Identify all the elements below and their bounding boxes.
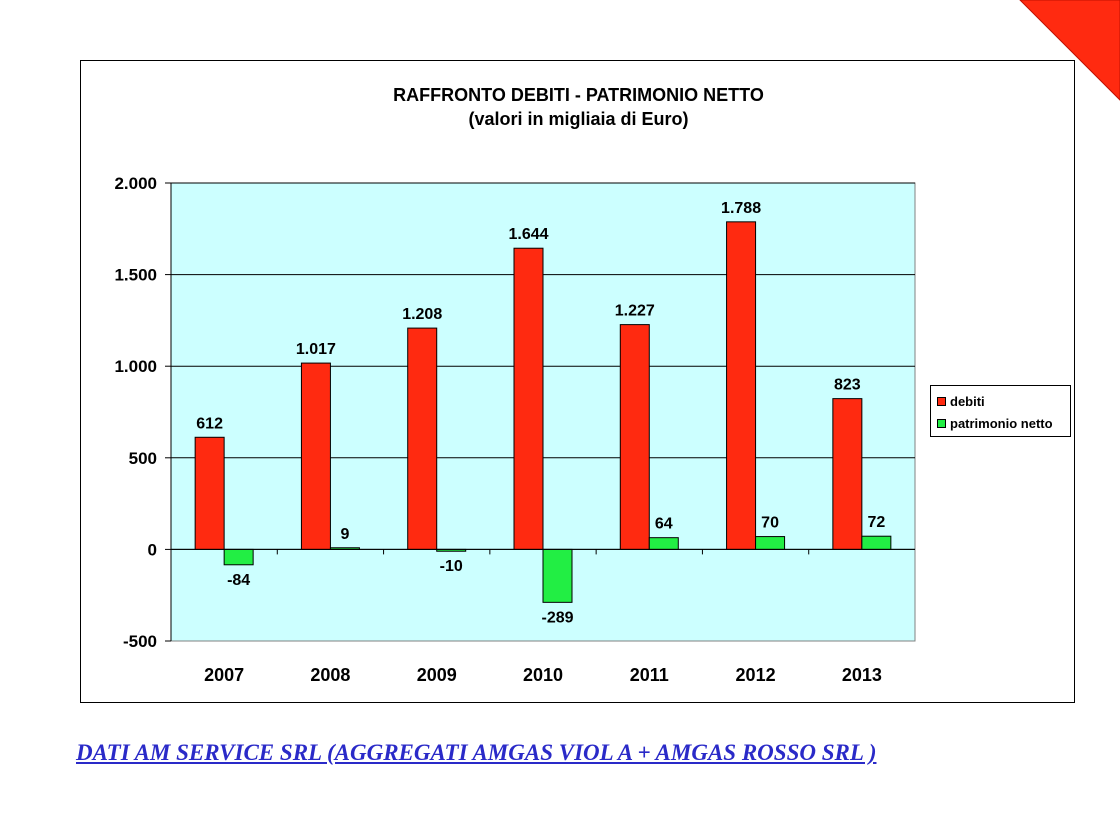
x-tick-label: 2013	[842, 665, 882, 685]
bar-patrimonio-netto-2007	[223, 548, 254, 566]
data-label-debiti-2010: 1.644	[508, 226, 548, 243]
bar-debiti-2013	[832, 398, 863, 550]
legend-swatch-debiti	[937, 396, 946, 406]
data-label-patrimonio-netto-2007: -84	[227, 572, 250, 589]
data-label-patrimonio-netto-2013: 72	[867, 514, 885, 531]
chart-subtitle: (valori in migliaia di Euro)	[468, 109, 689, 129]
y-tick-label: 2.000	[114, 174, 157, 193]
data-label-debiti-2009: 1.208	[402, 306, 442, 323]
x-tick-label: 2009	[417, 665, 457, 685]
legend-label-patrimonio-netto: patrimonio netto	[950, 415, 1053, 431]
data-label-debiti-2008: 1.017	[296, 341, 336, 358]
x-tick-label: 2010	[523, 665, 563, 685]
x-tick-label: 2012	[736, 665, 776, 685]
corner-decoration	[1019, 0, 1120, 101]
data-label-patrimonio-netto-2009: -10	[440, 558, 463, 575]
chart-legend: debiti patrimonio netto	[930, 385, 1071, 437]
y-tick-label: -500	[123, 632, 157, 651]
y-tick-label: 500	[129, 449, 157, 468]
y-tick-label: 1.500	[114, 266, 157, 285]
bar-debiti-2011	[619, 324, 650, 550]
legend-label-debiti: debiti	[950, 393, 985, 409]
data-label-debiti-2013: 823	[834, 377, 861, 394]
x-tick-label: 2008	[310, 665, 350, 685]
bar-patrimonio-netto-2012	[755, 536, 786, 550]
legend-swatch-patrimonio-netto	[937, 418, 946, 428]
bar-debiti-2012	[726, 221, 757, 550]
chart-plot: -500 0 500 1.000 1.500 2.000 2007 2008 2009 2010 2…	[114, 174, 916, 685]
y-tick-label: 0	[148, 540, 157, 559]
data-label-debiti-2012: 1.788	[721, 200, 761, 217]
data-label-patrimonio-netto-2011: 64	[655, 516, 673, 533]
legend-item-patrimonio-netto: patrimonio netto	[937, 415, 1053, 431]
bar-debiti-2008	[300, 362, 331, 550]
footer-source-link[interactable]: DATI AM SERVICE SRL (AGGREGATI AMGAS VIO…	[76, 740, 877, 765]
chart-frame: RAFFRONTO DEBITI - PATRIMONIO NETTO (val…	[80, 60, 1075, 703]
y-tick-label: 1.000	[114, 357, 157, 376]
x-tick-label: 2011	[630, 665, 669, 685]
bar-debiti-2010	[513, 247, 544, 550]
bar-patrimonio-netto-2013	[861, 535, 892, 550]
bar-patrimonio-netto-2010	[542, 548, 573, 603]
data-label-patrimonio-netto-2010: -289	[541, 609, 573, 626]
data-label-debiti-2011: 1.227	[615, 303, 655, 320]
data-label-patrimonio-netto-2012: 70	[761, 515, 779, 532]
bar-patrimonio-netto-2011	[648, 537, 679, 550]
bar-debiti-2009	[407, 327, 438, 550]
chart-title: RAFFRONTO DEBITI - PATRIMONIO NETTO	[393, 85, 764, 105]
chart-title-block: RAFFRONTO DEBITI - PATRIMONIO NETTO (val…	[81, 83, 1076, 131]
data-label-debiti-2007: 612	[196, 415, 223, 432]
bar-debiti-2007	[194, 436, 225, 550]
legend-item-debiti: debiti	[937, 393, 985, 409]
x-tick-label: 2007	[204, 665, 244, 685]
data-label-patrimonio-netto-2008: 9	[340, 526, 349, 543]
